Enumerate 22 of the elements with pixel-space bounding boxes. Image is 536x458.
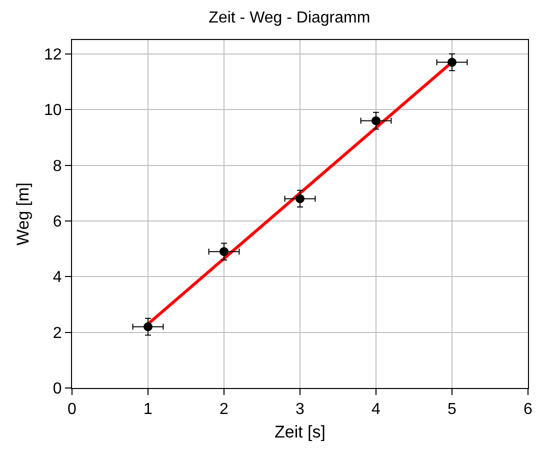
- x-tick-label: 3: [296, 401, 305, 418]
- x-tick-label: 1: [144, 401, 153, 418]
- x-tick-label: 0: [68, 401, 77, 418]
- y-tick-label: 2: [52, 324, 62, 342]
- y-tick-label: 0: [52, 380, 62, 398]
- x-axis-title: Zeit [s]: [274, 422, 326, 442]
- x-tick-label: 5: [448, 401, 457, 418]
- y-tick-label: 8: [52, 158, 62, 175]
- y-tick-label: 4: [52, 269, 62, 286]
- y-axis-title: Weg [m]: [14, 182, 33, 246]
- y-tick-label: 12: [44, 46, 62, 64]
- x-tick-label: 6: [524, 401, 533, 418]
- y-tick-label: 10: [44, 102, 62, 120]
- y-tick-label: 6: [52, 214, 62, 231]
- point: [448, 58, 456, 67]
- point: [372, 116, 380, 126]
- x-tick-label: 2: [220, 401, 229, 418]
- chart-title: Zeit - Weg - Diagramm: [208, 10, 370, 27]
- point: [144, 322, 152, 332]
- point: [296, 194, 304, 204]
- point: [220, 247, 228, 256]
- x-tick-label: 4: [372, 401, 381, 418]
